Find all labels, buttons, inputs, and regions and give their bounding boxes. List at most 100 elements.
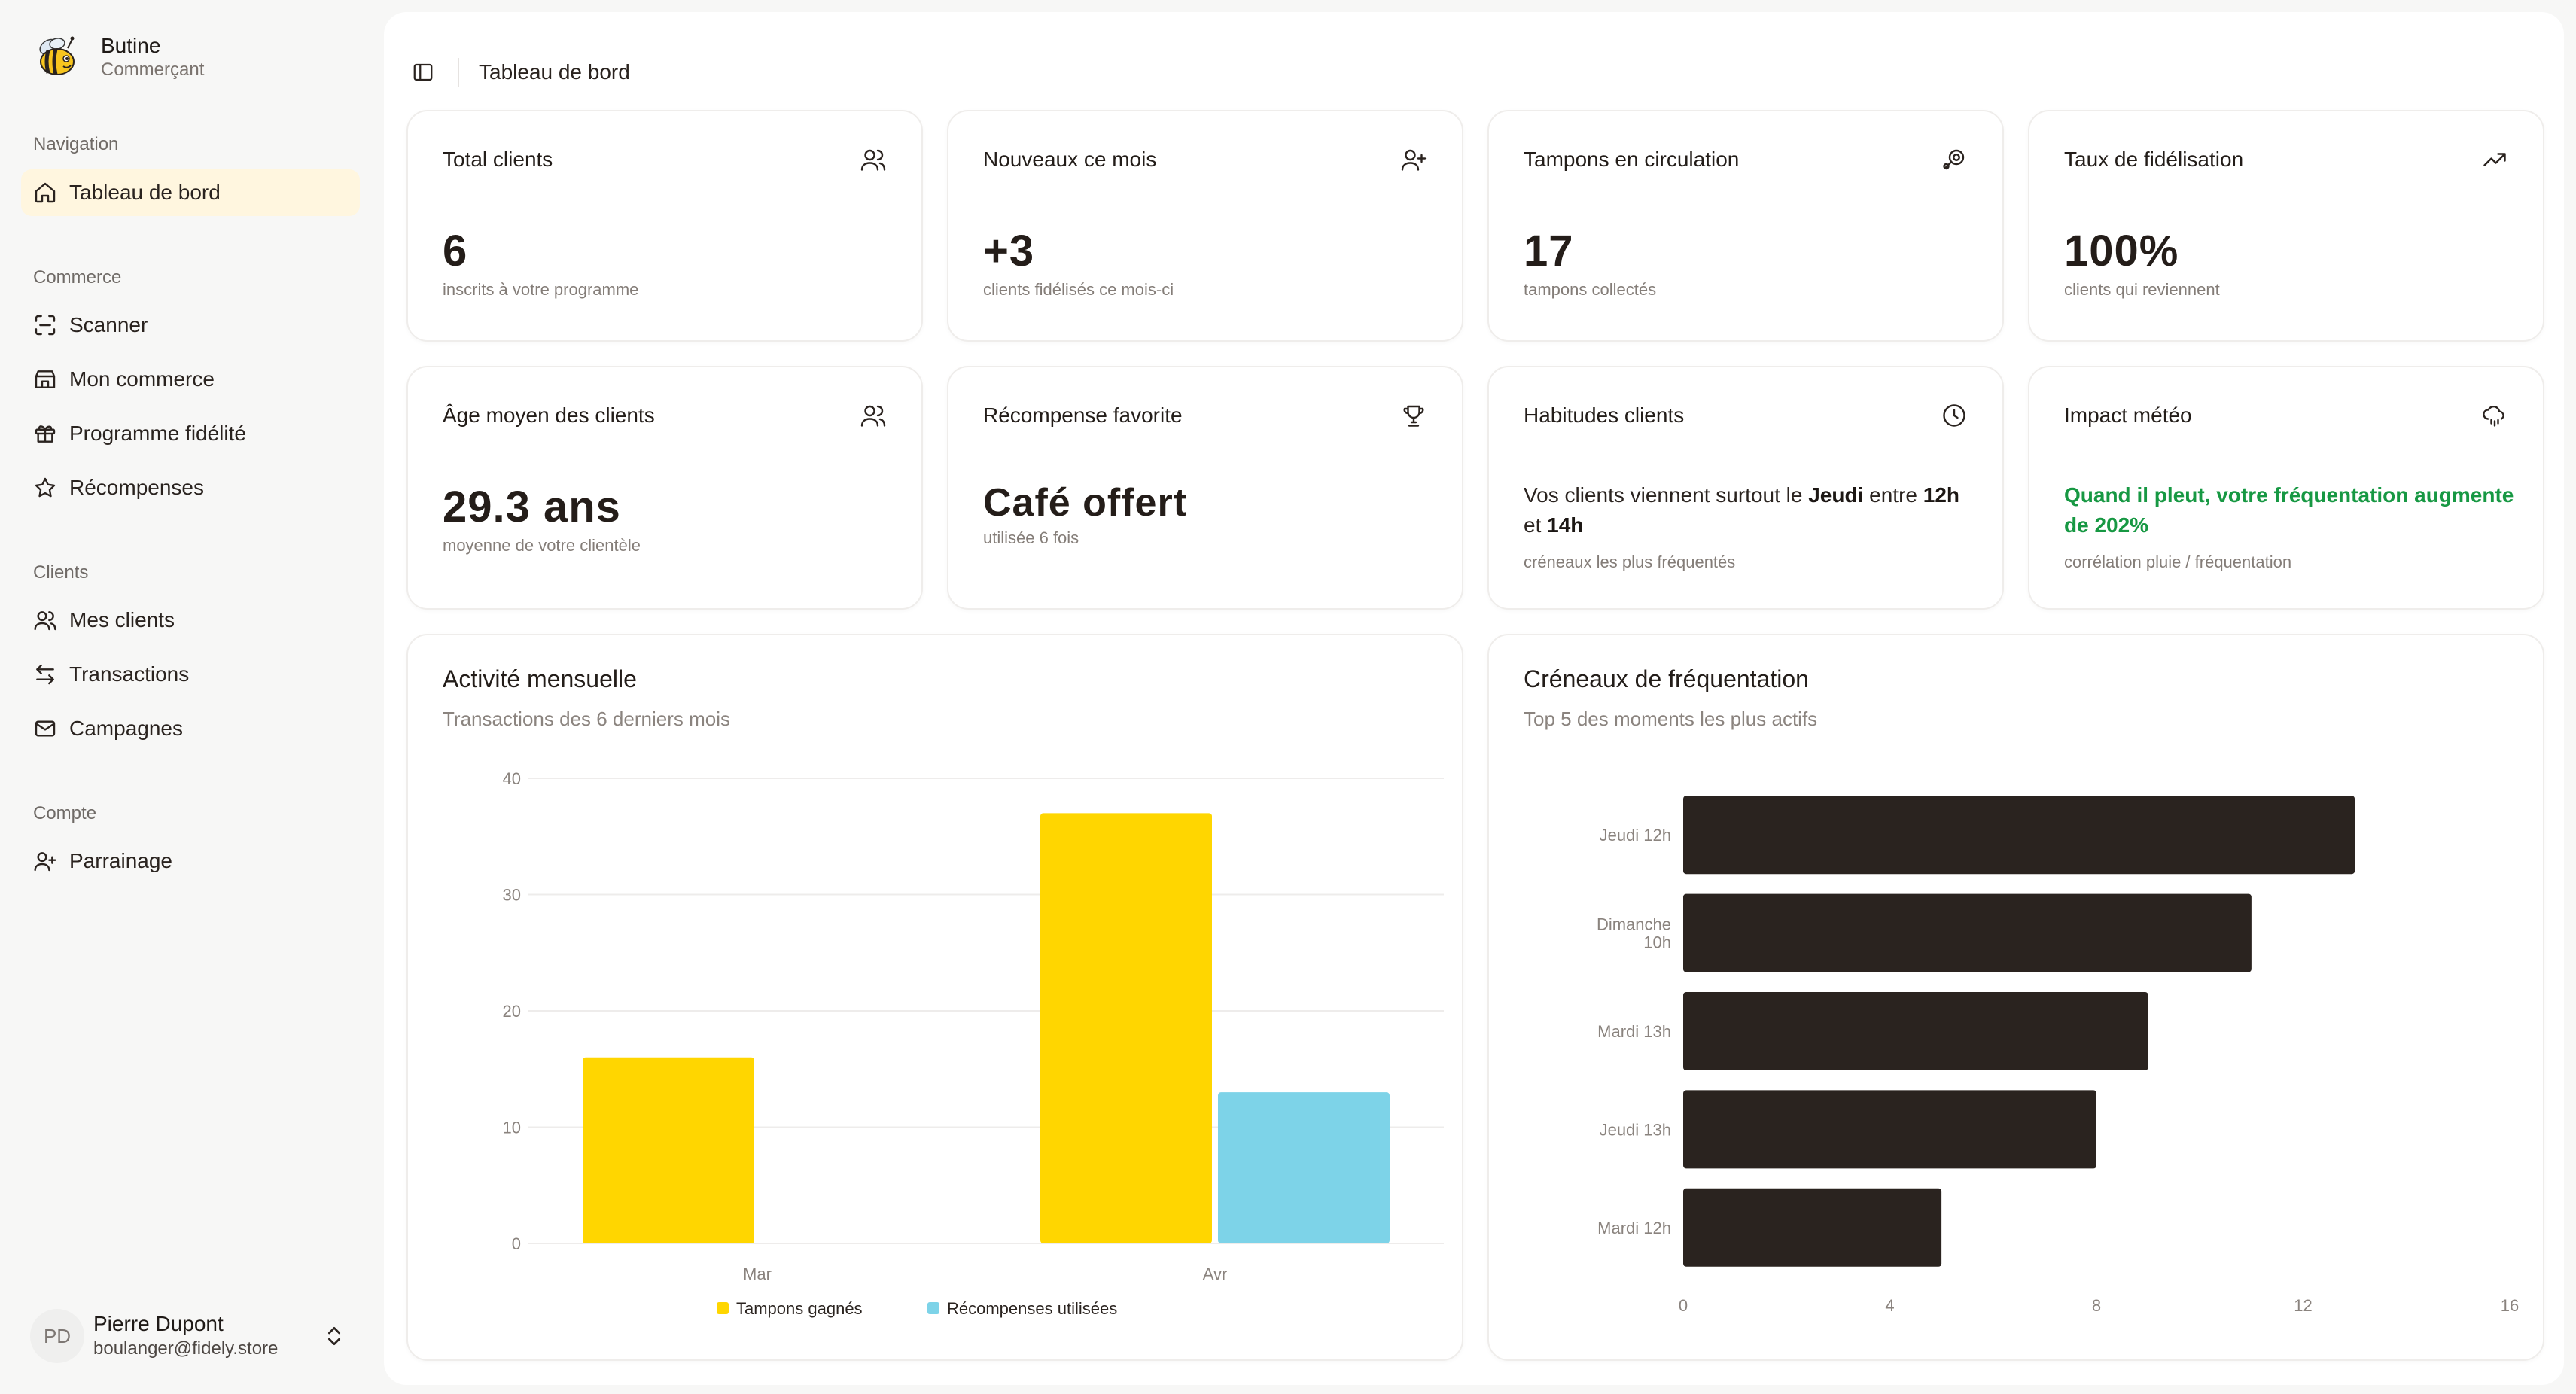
stat-title: Nouveaux ce mois — [983, 148, 1157, 171]
habits-hour-end: 14h — [1547, 513, 1584, 537]
y-tick-label: Mardi 13h — [1597, 1022, 1671, 1041]
y-tick-label: 10h — [1643, 933, 1671, 952]
stat-card-nouveaux: Nouveaux ce mois +3 clients fidélisés ce… — [947, 110, 1463, 342]
stat-card-tampons: Tampons en circulation 17 tampons collec… — [1487, 110, 2004, 342]
x-tick-label: 16 — [2501, 1296, 2519, 1315]
users-icon — [860, 149, 886, 171]
brand[interactable]: Butine Commerçant — [30, 30, 204, 84]
avatar: PD — [30, 1309, 84, 1363]
sidebar-item-parrainage[interactable]: Parrainage — [21, 838, 360, 884]
sidebar-item-campagnes[interactable]: Campagnes — [21, 705, 360, 752]
stat-value: +3 — [983, 227, 1035, 275]
stat-card-recompense-favorite: Récompense favorite Café offert utilisée… — [947, 366, 1463, 610]
x-tick-label: Avr — [1203, 1265, 1228, 1283]
legend-swatch — [927, 1302, 939, 1314]
stat-note: tampons collectés — [1524, 280, 1657, 299]
sidebar-item-label: Mon commerce — [69, 367, 215, 391]
stat-value: 100% — [2064, 227, 2179, 275]
bar — [1683, 796, 2355, 875]
stat-title: Tampons en circulation — [1524, 148, 1740, 171]
sidebar-item-dashboard[interactable]: Tableau de bord — [21, 169, 360, 216]
trophy-icon — [1403, 405, 1424, 427]
x-tick-label: Mar — [743, 1265, 772, 1283]
brand-name: Butine — [101, 34, 161, 57]
star-icon — [35, 477, 56, 498]
user-menu[interactable]: PD Pierre Dupont boulanger@fidely.store — [30, 1306, 354, 1366]
stat-value: Café offert — [983, 481, 1188, 525]
nav-section-label: Navigation — [33, 134, 119, 154]
scan-icon — [35, 315, 56, 336]
sidebar-item-label: Campagnes — [69, 717, 183, 740]
chevrons-up-down-icon[interactable] — [322, 1322, 346, 1350]
monthly-activity-card: Activité mensuelle Transactions des 6 de… — [406, 634, 1463, 1361]
stat-title: Total clients — [443, 148, 553, 171]
stat-title: Taux de fidélisation — [2064, 148, 2244, 171]
x-tick-label: 4 — [1885, 1296, 1894, 1315]
y-tick-label: Dimanche — [1597, 915, 1671, 934]
stat-note: moyenne de votre clientèle — [443, 536, 641, 555]
mail-icon — [35, 720, 56, 737]
user-info: Pierre Dupont boulanger@fidely.store — [93, 1311, 278, 1361]
sidebar-item-label: Transactions — [69, 662, 190, 686]
x-tick-label: 8 — [2092, 1296, 2101, 1315]
stat-note: clients qui reviennent — [2064, 280, 2220, 299]
stat-card-age-moyen: Âge moyen des clients 29.3 ans moyenne d… — [406, 366, 923, 610]
habits-hour-start: 12h — [1923, 483, 1959, 507]
sidebar-item-label: Parrainage — [69, 849, 172, 872]
habits-text: Vos clients viennent surtout le Jeudi en… — [1524, 480, 1983, 540]
y-tick-label: 10 — [503, 1119, 521, 1137]
bar — [1683, 1188, 1942, 1267]
user-plus-icon — [34, 852, 56, 872]
stat-note: inscrits à votre programme — [443, 280, 639, 299]
habits-text-part: Vos clients viennent surtout le — [1524, 483, 1809, 507]
y-tick-label: 40 — [503, 769, 521, 788]
sidebar-item-label: Programme fidélité — [69, 422, 246, 445]
breadcrumb: Tableau de bord — [479, 60, 630, 84]
sidebar-item-transactions[interactable]: Transactions — [21, 651, 360, 698]
topbar: Tableau de bord — [406, 42, 630, 102]
y-tick-label: Mardi 12h — [1597, 1219, 1671, 1237]
stat-title: Récompense favorite — [983, 403, 1183, 427]
stat-note: utilisée 6 fois — [983, 528, 1079, 547]
y-tick-label: 30 — [503, 886, 521, 905]
stat-card-fidelisation: Taux de fidélisation 100% clients qui re… — [2028, 110, 2544, 342]
stat-value: 17 — [1524, 227, 1574, 275]
gift-icon — [35, 425, 56, 443]
sidebar-item-mes-clients[interactable]: Mes clients — [21, 597, 360, 644]
chart-subtitle: Top 5 des moments les plus actifs — [1524, 708, 1818, 730]
panel-left-icon — [413, 63, 433, 81]
stat-value: 29.3 ans — [443, 482, 621, 531]
home-icon — [35, 182, 56, 203]
sidebar-item-recompenses[interactable]: Récompenses — [21, 464, 360, 511]
user-plus-icon — [1401, 149, 1427, 171]
arrows-icon — [36, 664, 54, 685]
trend-up-icon — [2483, 153, 2506, 166]
chart-title: Créneaux de fréquentation — [1524, 665, 1809, 692]
y-tick-label: 0 — [512, 1234, 521, 1253]
bee-logo-icon — [39, 36, 75, 75]
bar — [1218, 1092, 1390, 1243]
bar — [1040, 813, 1212, 1243]
bar — [1683, 992, 2148, 1070]
bar — [1683, 1090, 2096, 1169]
sidebar-toggle-button[interactable] — [406, 56, 440, 89]
chart-subtitle: Transactions des 6 derniers mois — [443, 708, 730, 730]
main-content: Tableau de bord Total clients 6 inscrits… — [384, 12, 2564, 1385]
y-tick-label: 20 — [503, 1002, 521, 1021]
y-tick-label: Jeudi 13h — [1600, 1120, 1671, 1139]
weather-card: Impact météo Quand il pleut, votre fréqu… — [2028, 366, 2544, 610]
sidebar-item-scanner[interactable]: Scanner — [21, 302, 360, 348]
clock-icon — [1943, 404, 1965, 427]
weather-title: Impact météo — [2064, 403, 2192, 427]
sidebar-item-programme-fidelite[interactable]: Programme fidélité — [21, 410, 360, 457]
sidebar-item-label: Mes clients — [69, 608, 175, 632]
brand-subtitle: Commerçant — [101, 59, 205, 80]
sidebar-item-mon-commerce[interactable]: Mon commerce — [21, 356, 360, 403]
stamp-icon — [1943, 149, 1965, 170]
habits-day: Jeudi — [1808, 483, 1864, 507]
time-slots-card: Créneaux de fréquentation Top 5 des mome… — [1487, 634, 2544, 1361]
sidebar-item-label: Récompenses — [69, 476, 204, 499]
compte-section-label: Compte — [33, 803, 97, 823]
stat-note: clients fidélisés ce mois-ci — [983, 280, 1174, 299]
